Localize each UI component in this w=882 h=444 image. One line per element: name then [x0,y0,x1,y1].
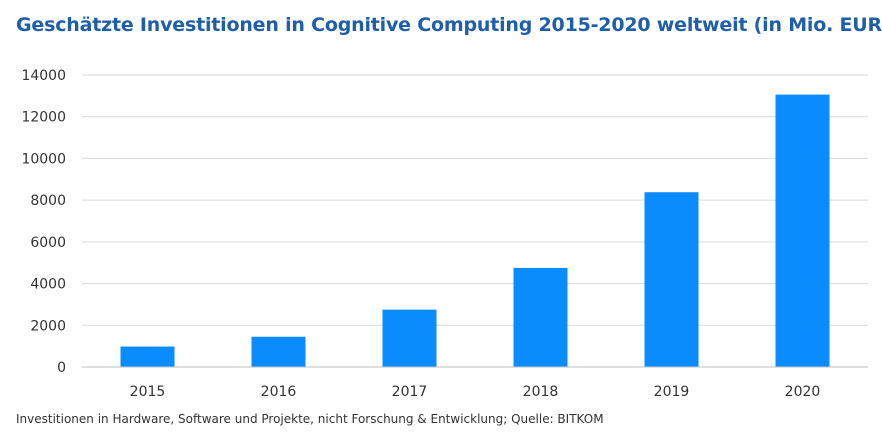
bar-2019 [644,192,699,367]
bar-2015 [120,346,175,367]
x-tick-label: 2016 [261,384,297,400]
y-tick-label: 8000 [30,193,66,209]
bars [120,94,830,367]
y-tick-label: 0 [57,360,66,376]
y-tick-label: 4000 [30,277,66,293]
source-footnote: Investitionen in Hardware, Software und … [16,412,604,426]
x-tick-label: 2019 [654,384,690,400]
bar-2018 [513,267,568,367]
x-tick-label: 2015 [130,384,166,400]
x-tick-label: 2017 [392,384,428,400]
x-axis-ticks: 2015 2016 2017 2018 2019 2020 [130,384,821,400]
y-tick-label: 10000 [21,151,66,167]
x-tick-label: 2020 [785,384,821,400]
x-tick-label: 2018 [523,384,559,400]
gridlines [82,74,868,326]
bar-2016 [251,336,306,367]
y-tick-label: 12000 [21,110,66,126]
bar-2017 [382,309,437,367]
y-axis-ticks: 0 2000 4000 6000 8000 10000 12000 14000 [21,68,66,376]
y-tick-label: 2000 [30,318,66,334]
chart-title: Geschätzte Investitionen in Cognitive Co… [16,14,882,36]
bar-2020 [775,94,830,367]
y-tick-label: 14000 [21,68,66,84]
y-tick-label: 6000 [30,235,66,251]
